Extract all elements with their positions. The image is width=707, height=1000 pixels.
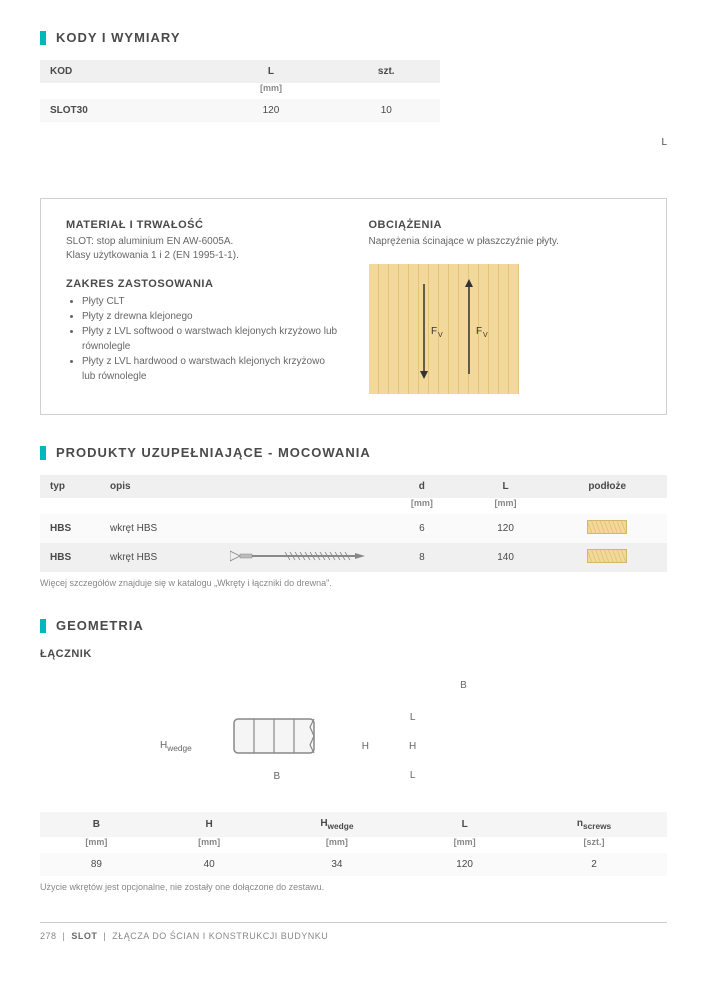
svg-text:V: V [438,332,443,339]
subheading-lacznik: ŁĄCZNIK [40,648,667,660]
section-title-produkty: PRODUKTY UZUPEŁNIAJĄCE - MOCOWANIA [40,445,667,460]
table-row: HBS wkręt HBS 6 120 [40,514,667,543]
cell-H: 40 [153,853,266,876]
col-nscrews: nscrews [521,812,667,837]
load-diagram: FV FV [369,264,519,394]
col-d: d [380,475,464,498]
section-kody: KODY I WYMIARY KOD L szt. [mm] SLOT30 12… [40,30,667,415]
col-szt: szt. [333,60,441,83]
table-row: HBS wkręt HBS [40,543,667,572]
cell-opis: wkręt HBS [100,543,220,572]
unit-Hw: [mm] [266,837,409,853]
list-item: Płyty z LVL softwood o warstwach klejony… [82,324,339,354]
material-text: SLOT: stop aluminium EN AW-6005A. Klasy … [66,235,339,263]
list-item: Płyty z LVL hardwood o warstwach klejony… [82,354,339,384]
dim-L2: L [410,770,416,781]
footer-page: 278 [40,931,57,941]
unit-L: [mm] [408,837,521,853]
col-typ: typ [40,475,100,498]
table-produkty: typ opis d L podłoże [mm] [mm] HBS wkręt… [40,475,667,572]
col-L: L [209,60,332,83]
col-L: L [464,475,548,498]
section-produkty: PRODUKTY UZUPEŁNIAJĄCE - MOCOWANIA typ o… [40,445,667,588]
col-Hwedge: Hwedge [266,812,409,837]
material-heading: MATERIAŁ I TRWAŁOŚĆ [66,219,339,231]
geometry-diagram: Hwedge B H L H L [160,711,667,782]
cell-d: 6 [380,514,464,543]
screw-icon [230,549,370,563]
table-kody: KOD L szt. [mm] SLOT30 120 10 [40,60,440,122]
connector-icon [232,711,322,761]
cell-L: 140 [464,543,548,572]
unit-L: [mm] [209,83,332,99]
cell-opis: wkręt HBS [100,514,220,543]
svg-text:V: V [483,332,488,339]
col-podloze: podłoże [547,475,667,498]
title-text: PRODUKTY UZUPEŁNIAJĄCE - MOCOWANIA [56,445,371,460]
info-right: OBCIĄŻENIA Naprężenia ścinające w płaszc… [369,219,642,394]
dim-L-label: L [40,137,667,148]
section-title-kody: KODY I WYMIARY [40,30,667,45]
unit-B: [mm] [40,837,153,853]
load-arrows-icon: FV FV [369,264,519,394]
cell-Hw: 34 [266,853,409,876]
cell-szt: 10 [333,99,441,122]
cell-n: 2 [521,853,667,876]
table-geometria: B H Hwedge L nscrews [mm] [mm] [mm] [mm]… [40,812,667,876]
cell-L: 120 [209,99,332,122]
list-item: Płyty z drewna klejonego [82,309,339,324]
obc-text: Naprężenia ścinające w płaszczyźnie płyt… [369,235,642,249]
accent-bar [40,31,46,45]
unit-d: [mm] [380,498,464,514]
col-H: H [153,812,266,837]
accent-bar [40,446,46,460]
unit-L: [mm] [464,498,548,514]
cell-kod: SLOT30 [40,99,209,122]
cell-B: 89 [40,853,153,876]
wood-swatch-icon [587,549,627,563]
info-box: MATERIAŁ I TRWAŁOŚĆ SLOT: stop aluminium… [40,198,667,415]
accent-bar [40,619,46,633]
dim-H2: H [409,741,416,752]
svg-text:F: F [476,326,482,337]
table-row: SLOT30 120 10 [40,99,440,122]
title-text: GEOMETRIA [56,618,144,633]
col-opis: opis [100,475,220,498]
footnote-produkty: Więcej szczegółów znajduje się w katalog… [40,578,667,588]
obc-heading: OBCIĄŻENIA [369,219,642,231]
dim-B-top: B [260,680,667,691]
cell-d: 8 [380,543,464,572]
list-item: Płyty CLT [82,294,339,309]
footer-suffix: ZŁĄCZA DO ŚCIAN I KONSTRUKCJI BUDYNKU [112,931,328,941]
col-L: L [408,812,521,837]
dim-L1: L [410,712,416,723]
table-row: 89 40 34 120 2 [40,853,667,876]
cell-L: 120 [464,514,548,543]
zakres-heading: ZAKRES ZASTOSOWANIA [66,278,339,290]
col-kod: KOD [40,60,209,83]
cell-L: 120 [408,853,521,876]
unit-n: [szt.] [521,837,667,853]
cell-typ: HBS [40,543,100,572]
wood-swatch-icon [587,520,627,534]
cell-typ: HBS [40,514,100,543]
dim-Hwedge: Hwedge [160,740,192,753]
footer-product: SLOT [71,931,97,941]
zakres-list: Płyty CLT Płyty z drewna klejonego Płyty… [66,294,339,384]
footnote-geometria: Użycie wkrętów jest opcjonalne, nie zost… [40,882,667,892]
dim-H1: H [362,741,369,752]
col-B: B [40,812,153,837]
section-title-geometria: GEOMETRIA [40,618,667,633]
col-img [220,475,380,498]
page-footer: 278 | SLOT | ZŁĄCZA DO ŚCIAN I KONSTRUKC… [40,922,667,941]
svg-text:F: F [431,326,437,337]
title-text: KODY I WYMIARY [56,30,181,45]
section-geometria: GEOMETRIA ŁĄCZNIK B Hwedge B H L H L B [40,618,667,892]
dim-B: B [273,771,280,782]
unit-H: [mm] [153,837,266,853]
info-left: MATERIAŁ I TRWAŁOŚĆ SLOT: stop aluminium… [66,219,339,394]
